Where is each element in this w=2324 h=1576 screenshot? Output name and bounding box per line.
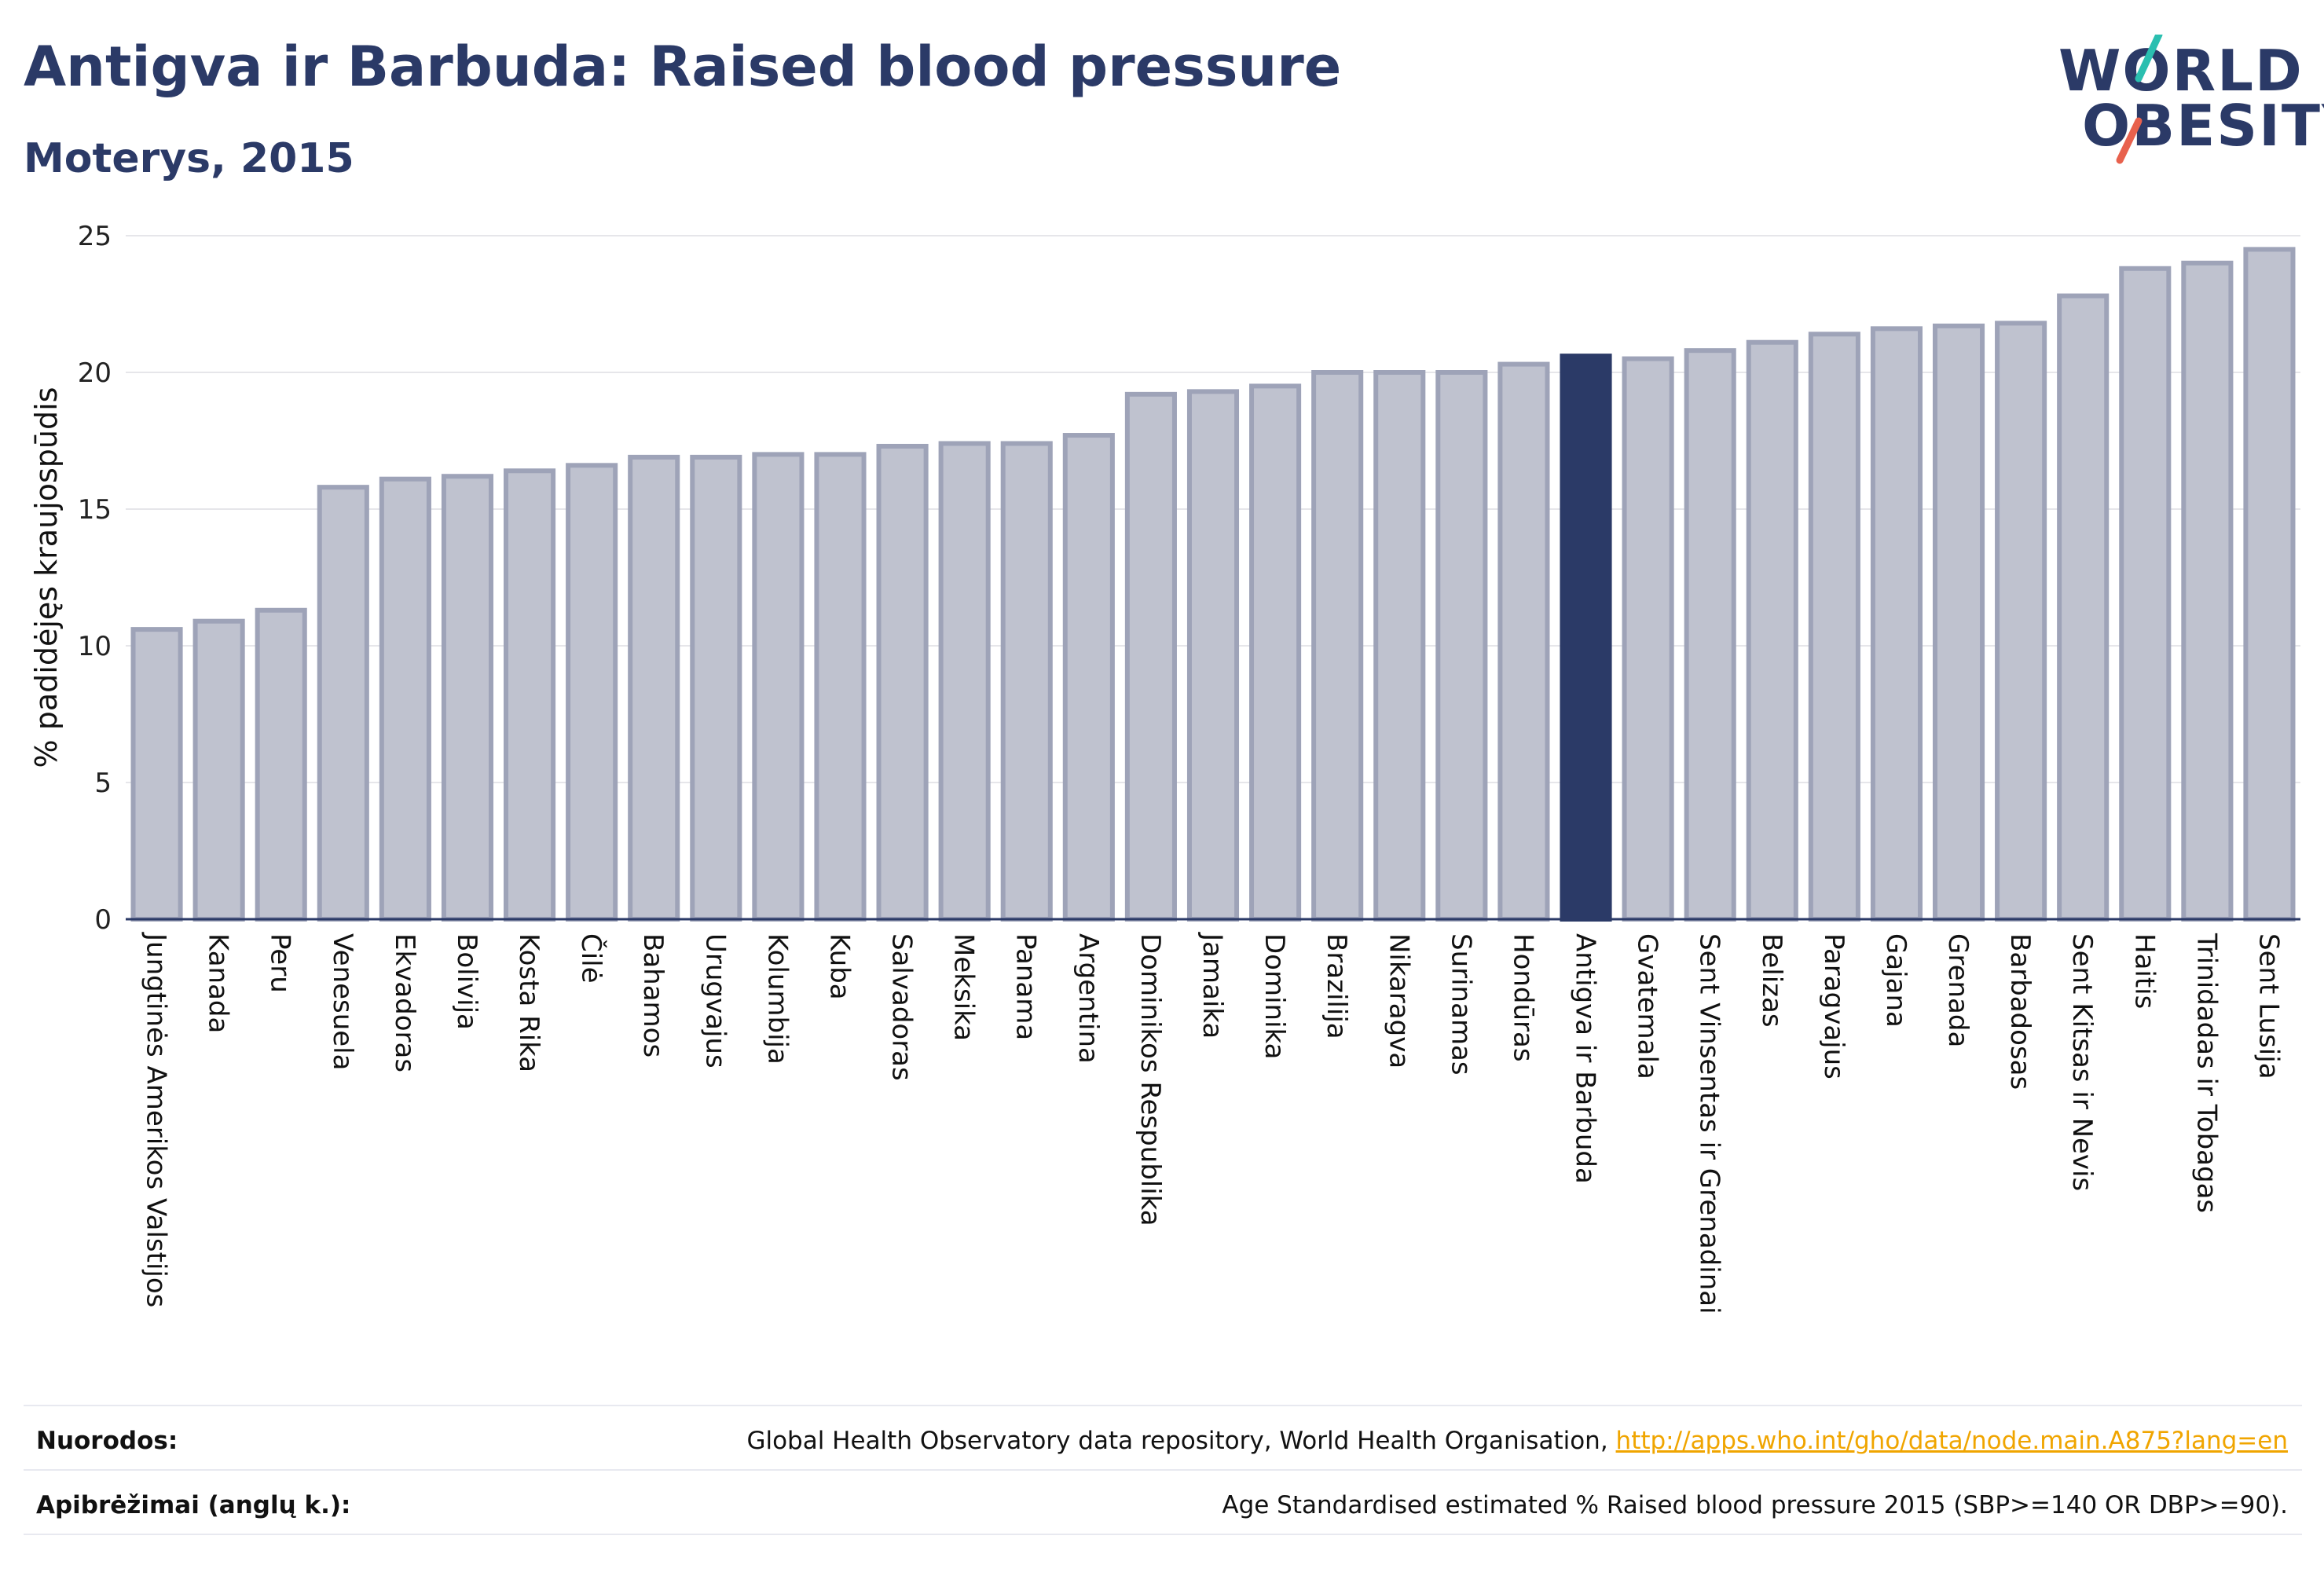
bar [1062, 433, 1115, 922]
x-tick-label: Antigva ir Barbuda [1570, 933, 1601, 1184]
bar [2181, 260, 2234, 922]
x-tick-label: Haitis [2128, 933, 2160, 1009]
x-tick-label: Peru [265, 933, 296, 993]
x-tick-label: Salvadoras [886, 933, 918, 1081]
x-tick-label: Čilė [575, 933, 607, 984]
bar [255, 607, 307, 922]
x-tick-label: Hondūras [1507, 933, 1538, 1062]
bar [317, 485, 369, 922]
x-tick-label: Venesuela [327, 933, 358, 1070]
chart-subtitle: Moterys, 2015 [24, 135, 354, 182]
bar [1497, 361, 1550, 922]
bar [1435, 370, 1488, 922]
bar [504, 468, 556, 922]
y-tick-label: 10 [78, 631, 112, 662]
x-tick-label: Barbadosas [2004, 933, 2036, 1090]
y-tick-label: 25 [78, 221, 112, 252]
sources-description: Global Health Observatory data repositor… [746, 1427, 1616, 1455]
bar [1373, 370, 1426, 922]
logo-slash-icon [2116, 35, 2163, 164]
bar [2119, 266, 2172, 922]
bar [1746, 339, 1798, 922]
x-tick-label: Bolivija [451, 933, 482, 1030]
bar [1249, 383, 1302, 922]
definitions-text: Age Standardised estimated % Raised bloo… [1222, 1491, 2288, 1519]
x-tick-label: Urugvajus [699, 933, 731, 1068]
x-tick-label: Bahamos [637, 933, 669, 1057]
y-axis-label: % padidėjęs kraujospūdis [29, 387, 64, 768]
bar [1932, 323, 1985, 922]
bar [441, 474, 494, 922]
x-tick-label: Belizas [1756, 933, 1787, 1028]
bar [814, 452, 867, 922]
sources-label: Nuorodos: [36, 1427, 178, 1455]
x-tick-label: Kuba [823, 933, 855, 1000]
x-tick-label: Paragvajus [1818, 933, 1849, 1079]
x-tick-label: Grenada [1942, 933, 1974, 1047]
bar [192, 618, 245, 922]
footer-divider-bottom [24, 1534, 2302, 1535]
bar [130, 627, 183, 922]
x-tick-label: Kanada [203, 933, 234, 1033]
world-obesity-logo: WORLD OBESITY [2043, 35, 2324, 168]
x-tick-label: Kolumbija [761, 933, 793, 1065]
x-tick-label: Jungtinės Amerikos Valstijos [141, 932, 172, 1307]
bar [566, 463, 618, 922]
y-tick-label: 0 [94, 904, 112, 936]
footer-divider-top [24, 1405, 2302, 1406]
x-tick-label: Sent Vinsentas ir Grenadinai [1694, 933, 1725, 1314]
bar-chart: 0 5 10 15 20 25 % padidėjęs kraujospūdis Jungti… [29, 221, 2300, 1314]
x-tick-label: Meksika [948, 933, 980, 1041]
x-tick-label: Argentina [1072, 933, 1104, 1064]
y-tick-label: 15 [78, 494, 112, 526]
bar [1622, 356, 1674, 922]
x-tick-label: Gajana [1880, 933, 1912, 1028]
x-tick-label: Gvatemala [1632, 933, 1663, 1079]
bar [1124, 391, 1177, 922]
bar [1186, 389, 1240, 922]
bar [1684, 348, 1736, 922]
bar [752, 452, 805, 922]
bar [379, 476, 431, 922]
x-tick-label: Brazilija [1321, 933, 1352, 1039]
sources-link[interactable]: http://apps.who.int/gho/data/node.main.A… [1615, 1427, 2288, 1455]
x-tick-label: Panama [1010, 933, 1042, 1040]
footer-divider-middle [24, 1469, 2302, 1471]
x-tick-label: Sent Lusija [2253, 933, 2284, 1079]
bar-highlighted [1560, 354, 1612, 922]
bar [1995, 321, 2047, 922]
logo-text-world: WORLD [2058, 38, 2304, 104]
logo-text-obesity: OBESITY [2082, 93, 2324, 159]
bar [938, 441, 991, 922]
bar [628, 454, 680, 922]
x-tick-label: Surinamas [1445, 933, 1476, 1076]
y-tick-label: 5 [94, 768, 112, 799]
sources-text: Global Health Observatory data repositor… [746, 1427, 2288, 1455]
bar [1000, 441, 1053, 922]
bar [1870, 326, 1923, 922]
x-tick-label: Dominikos Respublika [1135, 933, 1166, 1226]
bar [876, 443, 929, 922]
x-tick-label: Ekvadoras [389, 933, 420, 1072]
x-tick-label: Dominika [1259, 933, 1290, 1059]
definitions-label: Apibrėžimai (anglų k.): [36, 1491, 351, 1519]
bar [1808, 332, 1860, 922]
x-tick-label: Kosta Rika [513, 933, 544, 1072]
x-tick-label: Trinidadas ir Tobagas [2190, 933, 2222, 1213]
bar [2057, 293, 2110, 922]
bar [690, 454, 742, 922]
y-tick-label: 20 [78, 357, 112, 389]
bar [1311, 370, 1364, 922]
x-tick-label: Nikaragva [1383, 933, 1414, 1068]
x-tick-label: Sent Kitsas ir Nevis [2066, 933, 2098, 1191]
chart-title: Antigva ir Barbuda: Raised blood pressur… [24, 35, 1342, 99]
bar [2243, 247, 2296, 922]
x-tick-label: Jamaika [1197, 932, 1228, 1039]
